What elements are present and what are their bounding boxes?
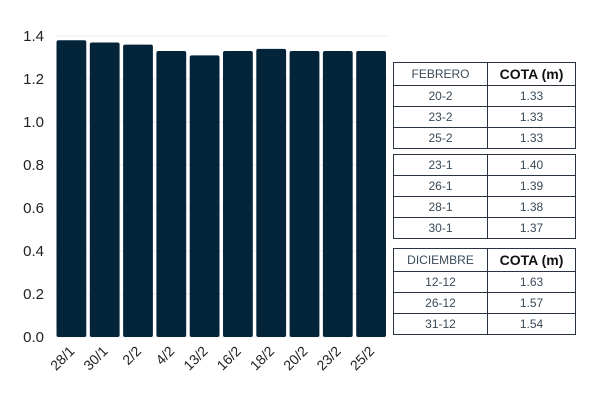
x-tick-label: 28/1: [47, 343, 78, 374]
date-cell: 20-2: [393, 85, 488, 107]
header-month: DICIEMBRE: [393, 248, 488, 272]
date-cell: 23-2: [393, 106, 488, 128]
date-cell: 28-1: [393, 196, 488, 218]
bar: [256, 48, 287, 338]
table-row: 23-2 1.33: [393, 106, 576, 128]
value-cell: 1.57: [487, 292, 576, 314]
date-cell: 12-12: [393, 271, 488, 293]
header-month: FEBRERO: [393, 62, 488, 86]
table-row: 26-1 1.39: [393, 175, 576, 197]
y-tick-label: 0.8: [23, 157, 44, 174]
x-tick-label: 23/2: [313, 343, 344, 374]
y-tick-label: 0.6: [23, 200, 44, 217]
x-tick-label: 20/2: [280, 343, 311, 374]
x-tick-label: 4/2: [152, 343, 177, 368]
date-cell: 31-12: [393, 313, 488, 335]
table-row: 31-12 1.54: [393, 313, 576, 335]
bar: [356, 51, 386, 338]
bar: [289, 51, 320, 338]
bar: [156, 51, 187, 338]
table-row: 26-12 1.57: [393, 292, 576, 314]
bar: [89, 42, 120, 337]
value-cell: 1.39: [487, 175, 576, 197]
y-tick-label: 0.4: [23, 243, 44, 260]
bar: [189, 55, 220, 337]
x-tick-label: 25/2: [347, 343, 378, 374]
x-tick-label: 2/2: [119, 343, 144, 368]
value-cell: 1.40: [487, 154, 576, 176]
header-cota: COTA (m): [487, 62, 576, 86]
table-row: 20-2 1.33: [393, 85, 576, 107]
febrero-table-top: FEBRERO COTA (m) 20-2 1.33 23-2 1.33 25-2 1.…: [393, 62, 576, 149]
bar: [322, 51, 353, 338]
x-tick-label: 16/2: [213, 343, 244, 374]
value-cell: 1.38: [487, 196, 576, 218]
date-cell: 25-2: [393, 127, 488, 149]
table-row: 30-1 1.37: [393, 217, 576, 239]
table-row: 12-12 1.63: [393, 271, 576, 293]
date-cell: 23-1: [393, 154, 488, 176]
bar: [223, 51, 253, 338]
y-tick-label: 1.4: [23, 28, 44, 45]
x-tick-label: 30/1: [80, 343, 111, 374]
febrero-table-bottom: 23-1 1.40 26-1 1.39 28-1 1.38 30-1 1.37: [393, 154, 576, 239]
y-tick-label: 0.2: [23, 286, 44, 303]
y-tick-label: 0.0: [23, 329, 44, 346]
y-tick-label: 1.0: [23, 114, 44, 131]
value-cell: 1.54: [487, 313, 576, 335]
bar: [56, 40, 87, 338]
table-row: 23-1 1.40: [393, 154, 576, 176]
bar: [123, 44, 153, 337]
diciembre-table: DICIEMBRE COTA (m) 12-12 1.63 26-12 1.57 31…: [393, 248, 576, 335]
date-cell: 30-1: [393, 217, 488, 239]
table-row: 28-1 1.38: [393, 196, 576, 218]
table-row: 25-2 1.33: [393, 127, 576, 149]
x-tick-label: 13/2: [180, 343, 211, 374]
value-cell: 1.33: [487, 85, 576, 107]
value-cell: 1.63: [487, 271, 576, 293]
y-tick-label: 1.2: [23, 71, 44, 88]
date-cell: 26-1: [393, 175, 488, 197]
value-cell: 1.37: [487, 217, 576, 239]
bar-chart: 0.0 0.2 0.4 0.6 0.8 1.0 1.2 1.4 28/1 30/1 2/2 4/2 13…: [23, 28, 388, 374]
header-cota: COTA (m): [487, 248, 576, 272]
value-cell: 1.33: [487, 106, 576, 128]
x-tick-label: 18/2: [247, 343, 278, 374]
date-cell: 26-12: [393, 292, 488, 314]
value-cell: 1.33: [487, 127, 576, 149]
